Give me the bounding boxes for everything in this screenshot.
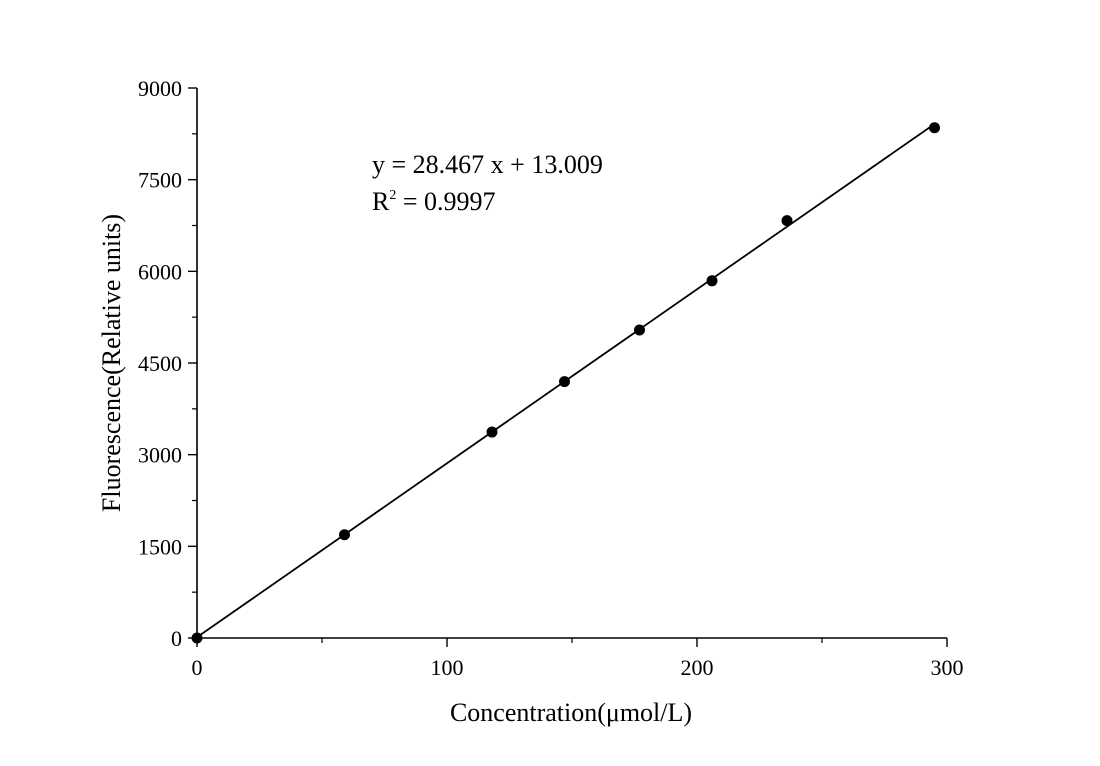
y-tick-label: 9000 bbox=[138, 76, 182, 101]
r-squared: R2 = 0.9997 bbox=[372, 187, 496, 216]
y-tick-label: 4500 bbox=[138, 351, 182, 376]
data-point bbox=[706, 275, 718, 287]
r-squared-value: = 0.9997 bbox=[396, 187, 495, 216]
x-tick-label: 100 bbox=[431, 655, 464, 680]
y-tick-label: 6000 bbox=[138, 259, 182, 284]
x-tick-label: 300 bbox=[931, 655, 964, 680]
x-axis-title: Concentration(μmol/L) bbox=[450, 698, 692, 727]
y-tick-label: 0 bbox=[171, 626, 182, 651]
x-tick-label: 0 bbox=[192, 655, 203, 680]
data-point bbox=[559, 376, 570, 388]
data-point bbox=[486, 426, 498, 438]
data-point bbox=[634, 324, 645, 336]
y-tick-label: 3000 bbox=[138, 443, 182, 468]
data-point bbox=[781, 215, 793, 227]
r-squared-symbol: R bbox=[372, 187, 390, 216]
y-tick-label: 7500 bbox=[138, 168, 182, 193]
fit-equation: y = 28.467 x + 13.009 bbox=[372, 150, 603, 179]
data-point bbox=[191, 632, 203, 644]
data-point bbox=[929, 122, 940, 134]
y-axis-title: Fluorescence(Relative units) bbox=[97, 214, 126, 512]
r-squared-exponent: 2 bbox=[389, 188, 396, 203]
x-tick-label: 200 bbox=[681, 655, 714, 680]
y-tick-label: 1500 bbox=[138, 534, 182, 559]
data-point bbox=[339, 529, 350, 541]
